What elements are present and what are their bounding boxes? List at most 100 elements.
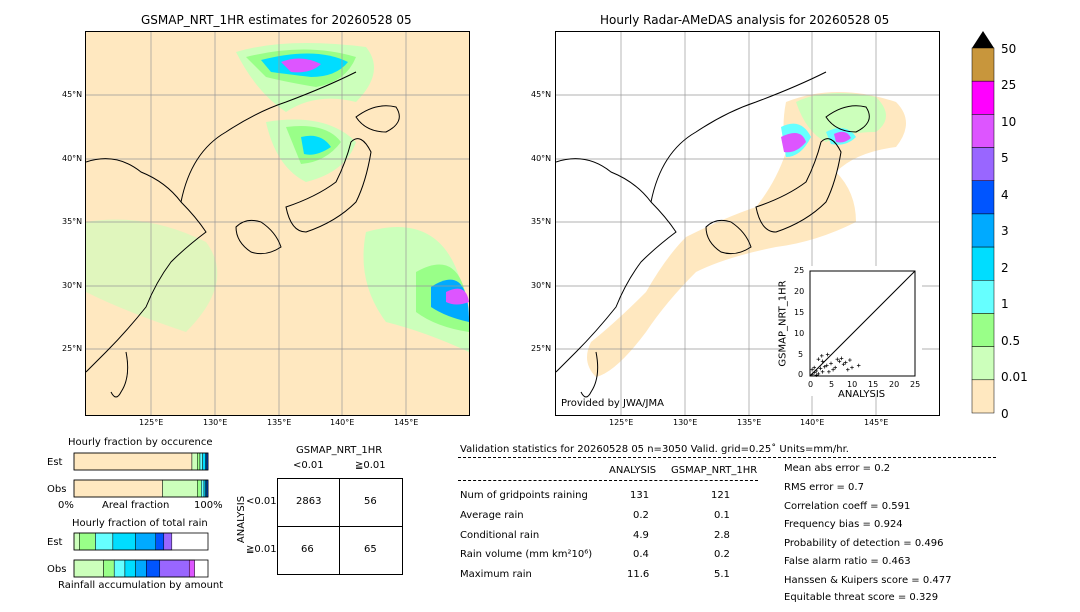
left-map-coastlines <box>86 71 400 398</box>
scatter-point <box>825 352 830 357</box>
scatter-xtick-20: 20 <box>889 380 900 389</box>
scatter-point <box>839 356 844 361</box>
colorbar-label-25: 25 <box>1001 78 1017 92</box>
scatter-point <box>810 372 814 377</box>
occurrence-obs-label: Obs <box>47 484 67 495</box>
colorbar-box <box>971 213 995 248</box>
scatter-point <box>833 365 837 370</box>
score-correlation: Correlation coeff = 0.591 <box>784 501 911 512</box>
stack-bar-outline <box>73 479 209 498</box>
validation-row-label-4: Maximum rain <box>460 569 532 580</box>
right-map-coastlines <box>556 71 870 398</box>
scatter-point <box>843 360 848 365</box>
scatter-point <box>841 362 846 367</box>
colorbar-box <box>971 280 995 314</box>
score-pod: Probability of detection = 0.496 <box>784 538 944 549</box>
colorbar-label-0.01: 0.01 <box>1001 370 1028 384</box>
left-lat-label-45: 45°N <box>62 90 83 99</box>
validation-row-label-1: Average rain <box>460 510 524 521</box>
right-lat-label-40: 40°N <box>531 154 552 163</box>
validation-row-gsmap-3: 0.2 <box>714 549 730 560</box>
score-ets: Equitable threat score = 0.329 <box>784 592 939 603</box>
colorbar-label-3: 3 <box>1001 224 1009 238</box>
right-lon-label-140: 140°E <box>800 418 825 427</box>
score-mean-abs-error: Mean abs error = 0.2 <box>784 463 891 474</box>
scatter-point <box>810 367 814 372</box>
right-lat-label-25: 25°N <box>531 344 552 353</box>
left-lat-label-25: 25°N <box>62 344 83 353</box>
scatter-point <box>829 361 833 366</box>
validation-row-label-2: Conditional rain <box>460 530 540 541</box>
stack-bar-segment <box>73 559 104 578</box>
stack-bar-segment <box>163 532 173 551</box>
stack-bar-segment <box>159 559 190 578</box>
scatter-diagonal <box>809 270 916 377</box>
scatter-plot <box>809 270 916 377</box>
left-lon-label-125: 125°E <box>139 418 164 427</box>
colorbar-label-50: 50 <box>1001 42 1017 56</box>
colorbar-label-1: 1 <box>1001 297 1009 311</box>
scatter-ytick-25: 25 <box>794 266 805 275</box>
stack-bar-outline <box>73 452 209 471</box>
stack-bar-segment <box>112 532 136 551</box>
colorbar-box <box>971 379 995 414</box>
left-lat-label-30: 30°N <box>62 281 83 290</box>
contingency-grid <box>277 478 403 575</box>
validation-header: Validation statistics for 20260528 05 n=… <box>460 444 849 455</box>
scatter-point <box>818 366 823 371</box>
stack-bar-segment <box>135 532 156 551</box>
total-rain-footer: Rainfall accumulation by amount <box>58 580 224 591</box>
left-lon-label-130: 130°E <box>203 418 228 427</box>
validation-row-gsmap-0: 121 <box>711 490 731 501</box>
scatter-xlabel: ANALYSIS <box>838 389 886 400</box>
contingency-row-header-lt: <0.01 <box>246 496 277 507</box>
colorbar-boxes <box>971 47 995 414</box>
contingency-hline <box>278 526 402 527</box>
scatter-point <box>820 359 825 364</box>
validation-row-analysis-0: 131 <box>630 490 650 501</box>
right-lat-label-45: 45°N <box>531 90 552 99</box>
right-map-title: Hourly Radar-AMeDAS analysis for 2026052… <box>600 13 890 27</box>
stack-bar-segment <box>197 479 202 498</box>
stack-bar-segment <box>188 559 195 578</box>
scatter-point <box>819 354 824 358</box>
scatter-point <box>812 370 816 375</box>
right-lat-label-30: 30°N <box>531 281 552 290</box>
scatter-xtick-0: 0 <box>808 380 814 389</box>
colorbar-box <box>971 246 995 281</box>
contingency-col-header-ge: ≧0.01 <box>355 460 386 471</box>
stack-bar-segment <box>202 452 206 471</box>
right-lon-label-135: 135°E <box>737 418 762 427</box>
stack-bar-segment <box>124 559 136 578</box>
left-map <box>85 31 470 416</box>
stack-bar-segment <box>73 452 193 471</box>
validation-row-gsmap-1: 0.1 <box>714 510 730 521</box>
left-map-title: GSMAP_NRT_1HR estimates for 20260528 05 <box>141 13 412 27</box>
stack-bar-segment <box>146 559 161 578</box>
validation-row-analysis-3: 0.4 <box>633 549 649 560</box>
colorbar-box <box>971 313 995 347</box>
contingency-cell-11: 65 <box>364 544 377 555</box>
left-map-rain <box>86 43 469 352</box>
stack-bar-segment <box>103 559 115 578</box>
total-rain-title: Hourly fraction of total rain <box>72 518 208 529</box>
left-lat-label-40: 40°N <box>62 154 83 163</box>
scatter-points <box>810 352 861 377</box>
total-rain-obs-label: Obs <box>47 564 67 575</box>
validation-row-gsmap-4: 5.1 <box>714 569 730 580</box>
validation-col-analysis: ANALYSIS <box>609 465 657 476</box>
stack-bar-outline <box>73 532 209 551</box>
left-lon-label-140: 140°E <box>330 418 355 427</box>
scatter-point <box>816 357 821 361</box>
scatter-ytick-20: 20 <box>794 287 805 296</box>
colorbar-label-2: 2 <box>1001 261 1009 275</box>
contingency-cell-10: 66 <box>301 544 314 555</box>
score-far: False alarm ratio = 0.463 <box>784 556 911 567</box>
stack-bar-segment <box>135 559 147 578</box>
scatter-ytick-10: 10 <box>794 329 805 338</box>
scatter-xtick-10: 10 <box>847 380 858 389</box>
scatter-point <box>831 367 835 372</box>
colorbar-label-10: 10 <box>1001 115 1017 129</box>
stack-bar-outline <box>73 559 209 578</box>
scatter-point <box>814 373 819 377</box>
